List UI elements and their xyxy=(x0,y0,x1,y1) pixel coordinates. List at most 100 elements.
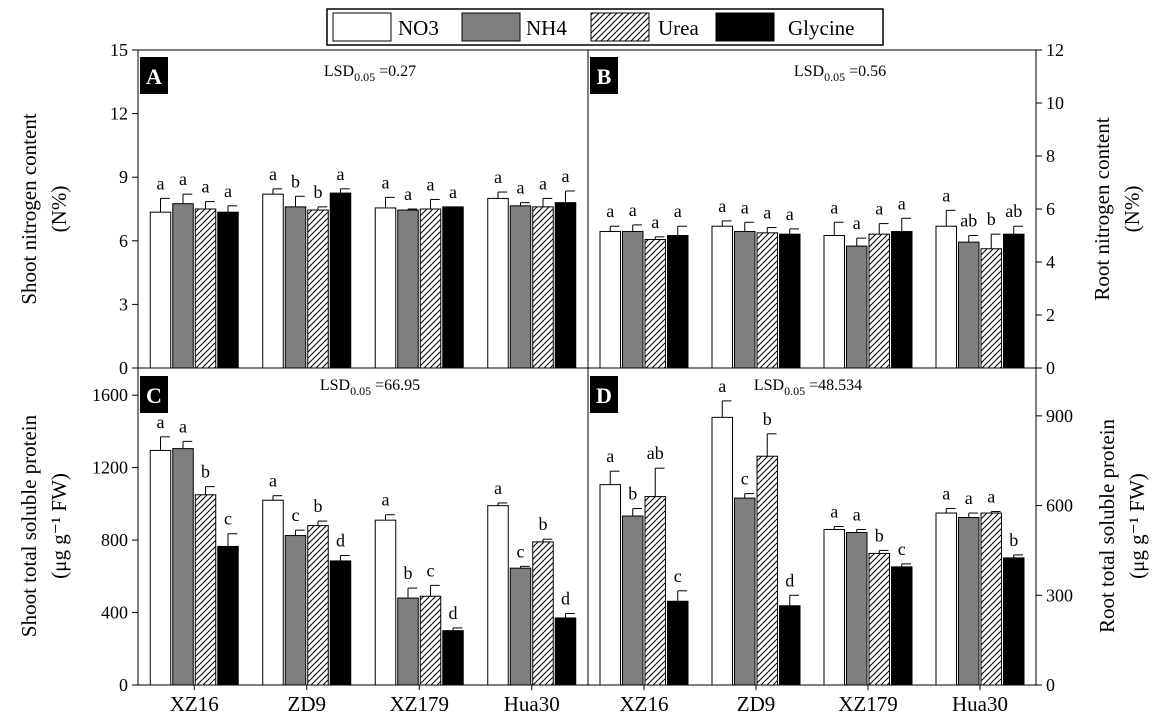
bar xyxy=(958,241,980,369)
bar xyxy=(958,517,980,686)
panel-label: D xyxy=(596,383,612,408)
bar xyxy=(487,197,509,369)
significance-letter: a xyxy=(830,502,838,522)
bar xyxy=(532,206,554,369)
y-tick-label: 10 xyxy=(1046,93,1064,113)
significance-letter: a xyxy=(651,212,659,232)
bar xyxy=(487,505,509,686)
bar xyxy=(419,595,442,686)
significance-letter: a xyxy=(942,484,950,504)
significance-letter: b xyxy=(291,171,300,191)
legend: NO3 NH4 Urea Glycine xyxy=(326,8,884,46)
bar xyxy=(868,552,890,686)
significance-letter: a xyxy=(269,471,277,491)
lsd-annotation: LSD0.05 =0.27 xyxy=(324,63,416,84)
y-tick-label: 600 xyxy=(1046,496,1073,516)
lsd-annotation: LSD0.05 =66.95 xyxy=(320,377,420,398)
panel-label-box xyxy=(140,57,168,94)
significance-letter: a xyxy=(942,185,950,205)
bar xyxy=(891,231,913,369)
bar xyxy=(284,535,307,686)
significance-letter: d xyxy=(785,570,794,590)
y-tick-label: 1600 xyxy=(92,385,128,405)
significance-letter: d xyxy=(449,603,458,623)
bar xyxy=(262,499,284,686)
bar xyxy=(397,209,419,369)
panel-label: B xyxy=(597,64,612,89)
bar xyxy=(734,497,756,686)
panel-label-box xyxy=(590,57,618,94)
bar xyxy=(868,233,890,369)
significance-letter: b xyxy=(201,462,210,482)
bar xyxy=(374,519,397,686)
significance-letter: a xyxy=(157,412,165,432)
bar xyxy=(935,512,957,686)
bar xyxy=(622,231,644,369)
significance-letter: a xyxy=(382,172,390,192)
significance-letter: a xyxy=(674,201,682,221)
significance-letter: a xyxy=(337,164,345,184)
significance-letter: ab xyxy=(647,443,664,463)
bar xyxy=(846,245,868,369)
bar xyxy=(329,192,352,369)
significance-letter: b xyxy=(987,209,996,229)
significance-letter: b xyxy=(404,563,413,583)
bar xyxy=(374,207,397,369)
bar xyxy=(509,567,532,686)
y-tick-label: 800 xyxy=(101,530,128,550)
significance-letter: a xyxy=(830,197,838,217)
x-tick-label: XZ16 xyxy=(170,692,219,716)
y-tick-label: 6 xyxy=(119,231,128,251)
bar xyxy=(599,231,621,369)
y-tick-label: 12 xyxy=(1046,40,1064,60)
bar xyxy=(262,193,284,369)
legend-label-urea: Urea xyxy=(658,16,699,40)
bar xyxy=(172,203,194,369)
bar xyxy=(554,617,577,686)
y-tick-label: 0 xyxy=(1046,358,1055,378)
significance-letter: b xyxy=(628,484,637,504)
significance-letter: a xyxy=(606,446,614,466)
significance-letter: ab xyxy=(1005,201,1022,221)
panel-label: A xyxy=(146,64,162,89)
bar xyxy=(846,531,868,686)
significance-letter: a xyxy=(853,504,861,524)
significance-letter: a xyxy=(741,197,749,217)
significance-letter: ab xyxy=(960,211,977,231)
significance-letter: c xyxy=(224,509,232,529)
panel-label: C xyxy=(146,383,162,408)
y-tick-label: 0 xyxy=(1046,675,1055,695)
significance-letter: c xyxy=(292,505,300,525)
bar xyxy=(779,233,801,369)
significance-letter: a xyxy=(606,201,614,221)
bar xyxy=(734,231,756,369)
plot-frame xyxy=(587,367,1037,686)
panel-label-box xyxy=(590,376,618,413)
bar xyxy=(194,494,217,686)
bar xyxy=(1003,557,1025,686)
significance-letter: a xyxy=(853,213,861,233)
legend-label-nh4: NH4 xyxy=(526,16,567,40)
x-tick-label: XZ16 xyxy=(620,692,669,716)
significance-letter: a xyxy=(875,199,883,219)
bar xyxy=(509,205,532,369)
x-tick-label: ZD9 xyxy=(288,692,327,716)
significance-letter: a xyxy=(269,164,277,184)
significance-letter: a xyxy=(987,487,995,507)
bar xyxy=(554,202,577,369)
significance-letter: a xyxy=(157,173,165,193)
bar xyxy=(622,515,644,686)
y-tick-label: 0 xyxy=(119,358,128,378)
y-tick-label: 4 xyxy=(1046,252,1055,272)
bar xyxy=(307,525,329,686)
significance-letter: a xyxy=(629,200,637,220)
y-tick-label: 15 xyxy=(110,40,128,60)
bar xyxy=(891,566,913,686)
legend-swatch-no3 xyxy=(332,12,392,42)
bar xyxy=(1003,233,1025,369)
bar xyxy=(284,206,307,369)
y-tick-label: 8 xyxy=(1046,146,1055,166)
